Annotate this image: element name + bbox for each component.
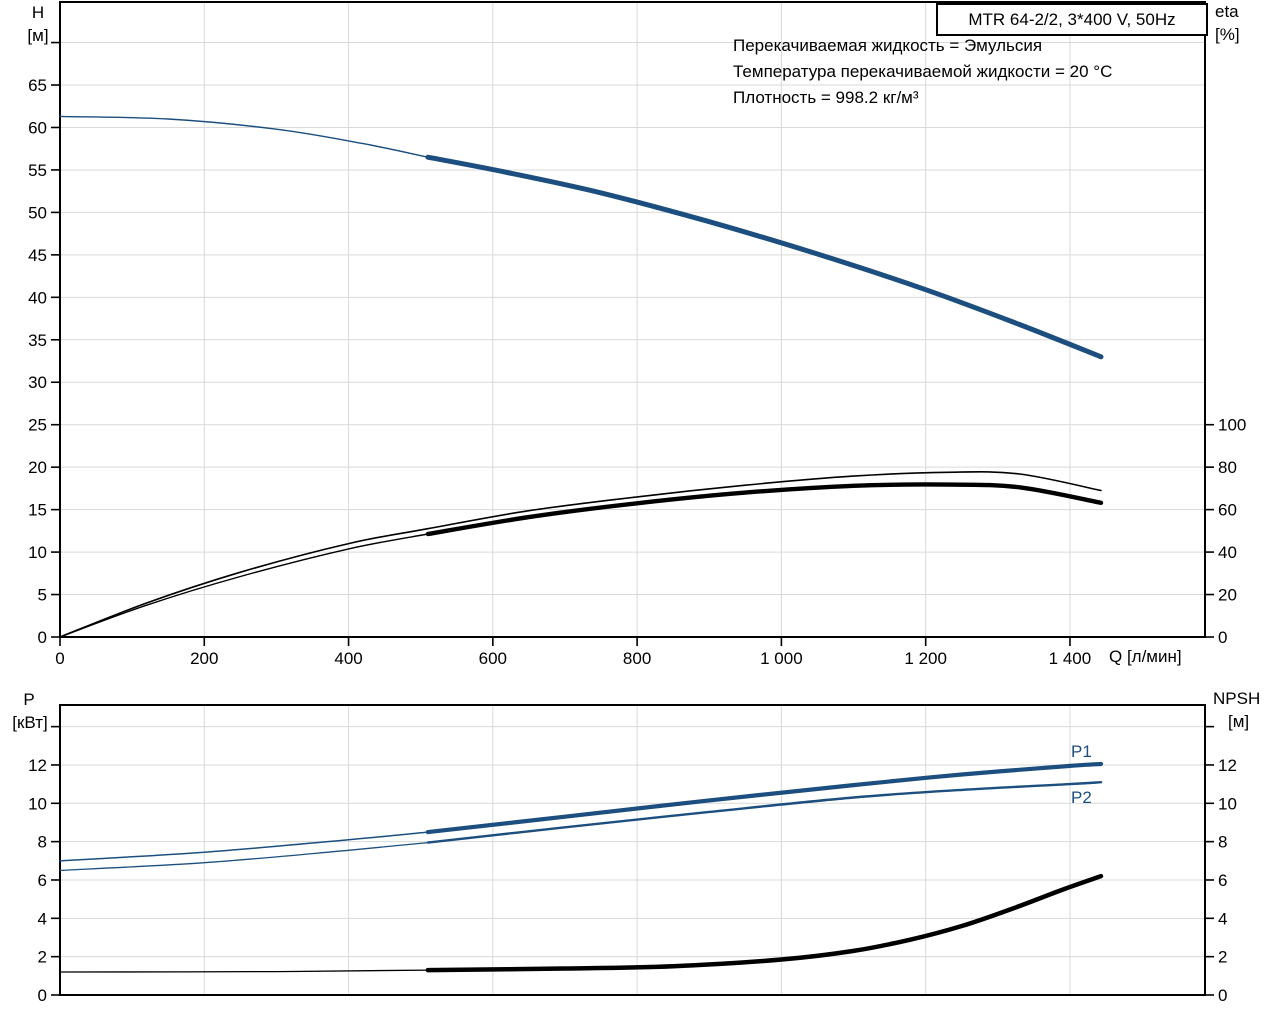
p2-curve-label: P2 xyxy=(1071,788,1092,807)
tick-label-left: 0 xyxy=(38,986,47,1005)
tick-label-right: 10 xyxy=(1218,794,1237,813)
pump-model-box: MTR 64-2/2, 3*400 V, 50Hz xyxy=(936,3,1208,36)
P1-curve-thin xyxy=(59,831,429,862)
tick-label-right: 100 xyxy=(1218,416,1246,435)
tick-label-left: 35 xyxy=(28,331,47,350)
eta-duty-curve-thin xyxy=(59,533,429,638)
tick-label-left: 25 xyxy=(28,416,47,435)
axis-label-eta: eta xyxy=(1215,2,1239,21)
tick-label-left: 0 xyxy=(38,628,47,647)
axis-label-q: Q [л/мин] xyxy=(1109,647,1182,666)
tick-label-left: 6 xyxy=(38,871,47,890)
tick-label-left: 4 xyxy=(38,909,47,928)
NPSH-curve-thin xyxy=(59,969,429,973)
annotation-temperature: Температура перекачиваемой жидкости = 20… xyxy=(733,62,1113,81)
power-npsh-chart: 0 2 4 6 8 10 12 0 2 4 6 8 10 12 xyxy=(28,704,1237,1005)
tick-label-right: 40 xyxy=(1218,543,1237,562)
axis-label-npsh: NPSH xyxy=(1213,689,1261,708)
tick-label-right: 0 xyxy=(1218,628,1227,647)
tick-label-right: 80 xyxy=(1218,458,1237,477)
H-curve-thin xyxy=(59,115,429,158)
plot-border xyxy=(59,704,1206,996)
tick-label-right: 0 xyxy=(1218,986,1227,1005)
tick-label-left: 60 xyxy=(28,118,47,137)
tick-label-right: 60 xyxy=(1218,501,1237,520)
tick-label-right: 12 xyxy=(1218,756,1237,775)
axis-label-npsh-unit: [м] xyxy=(1228,712,1250,731)
pump-model-text: MTR 64-2/2, 3*400 V, 50Hz xyxy=(968,9,1176,29)
tick-label-x: 1 000 xyxy=(760,649,803,668)
axis-label-eta-unit: [%] xyxy=(1215,25,1240,44)
tick-label-x: 0 xyxy=(55,649,64,668)
eta-max-curve xyxy=(59,471,1102,638)
tick-label-right: 20 xyxy=(1218,586,1237,605)
eta-duty-curve-thick xyxy=(425,482,1104,537)
tick-label-left: 10 xyxy=(28,543,47,562)
plot-border xyxy=(59,1,1206,638)
tick-label-left: 65 xyxy=(28,76,47,95)
tick-label-left: 20 xyxy=(28,458,47,477)
annotation-density: Плотность = 998.2 кг/м³ xyxy=(733,88,919,107)
p1-curve-label: P1 xyxy=(1071,742,1092,761)
tick-label-x: 600 xyxy=(479,649,507,668)
tick-label-left: 30 xyxy=(28,373,47,392)
P2-curve-thick xyxy=(426,781,1103,844)
NPSH-curve-thick xyxy=(425,873,1104,973)
tick-label-right: 8 xyxy=(1218,833,1227,852)
tick-label-left: 55 xyxy=(28,161,47,180)
tick-label-left: 45 xyxy=(28,246,47,265)
tick-label-right: 6 xyxy=(1218,871,1227,890)
axis-label-p: P xyxy=(23,690,35,709)
annotation-fluid: Перекачиваемая жидкость = Эмульсия xyxy=(733,36,1043,55)
tick-label-left: 10 xyxy=(28,794,47,813)
tick-label-left: 15 xyxy=(28,501,47,520)
tick-label-left: 50 xyxy=(28,203,47,222)
tick-label-left: 8 xyxy=(38,833,47,852)
H-curve-thick xyxy=(425,154,1104,360)
tick-label-left: 2 xyxy=(38,948,47,967)
axis-label-h-unit: [м] xyxy=(27,26,49,45)
tick-label-right: 2 xyxy=(1218,948,1227,967)
tick-label-x: 400 xyxy=(334,649,362,668)
P1-curve-thick xyxy=(425,761,1104,835)
head-efficiency-chart: 0 5 10 15 20 25 30 35 40 45 50 55 60 65 0 20 40 60 80 100 0 2… xyxy=(28,1,1246,668)
axis-label-p-unit: [кВт] xyxy=(12,713,48,732)
tick-label-x: 200 xyxy=(190,649,218,668)
tick-label-left: 12 xyxy=(28,756,47,775)
tick-label-x: 1 400 xyxy=(1049,649,1092,668)
tick-label-x: 1 200 xyxy=(904,649,947,668)
tick-label-right: 4 xyxy=(1218,909,1227,928)
axis-label-h: H xyxy=(31,3,45,22)
P2-curve-thin xyxy=(59,841,429,872)
tick-label-left: 5 xyxy=(38,586,47,605)
tick-label-x: 800 xyxy=(623,649,651,668)
tick-label-left: 40 xyxy=(28,288,47,307)
